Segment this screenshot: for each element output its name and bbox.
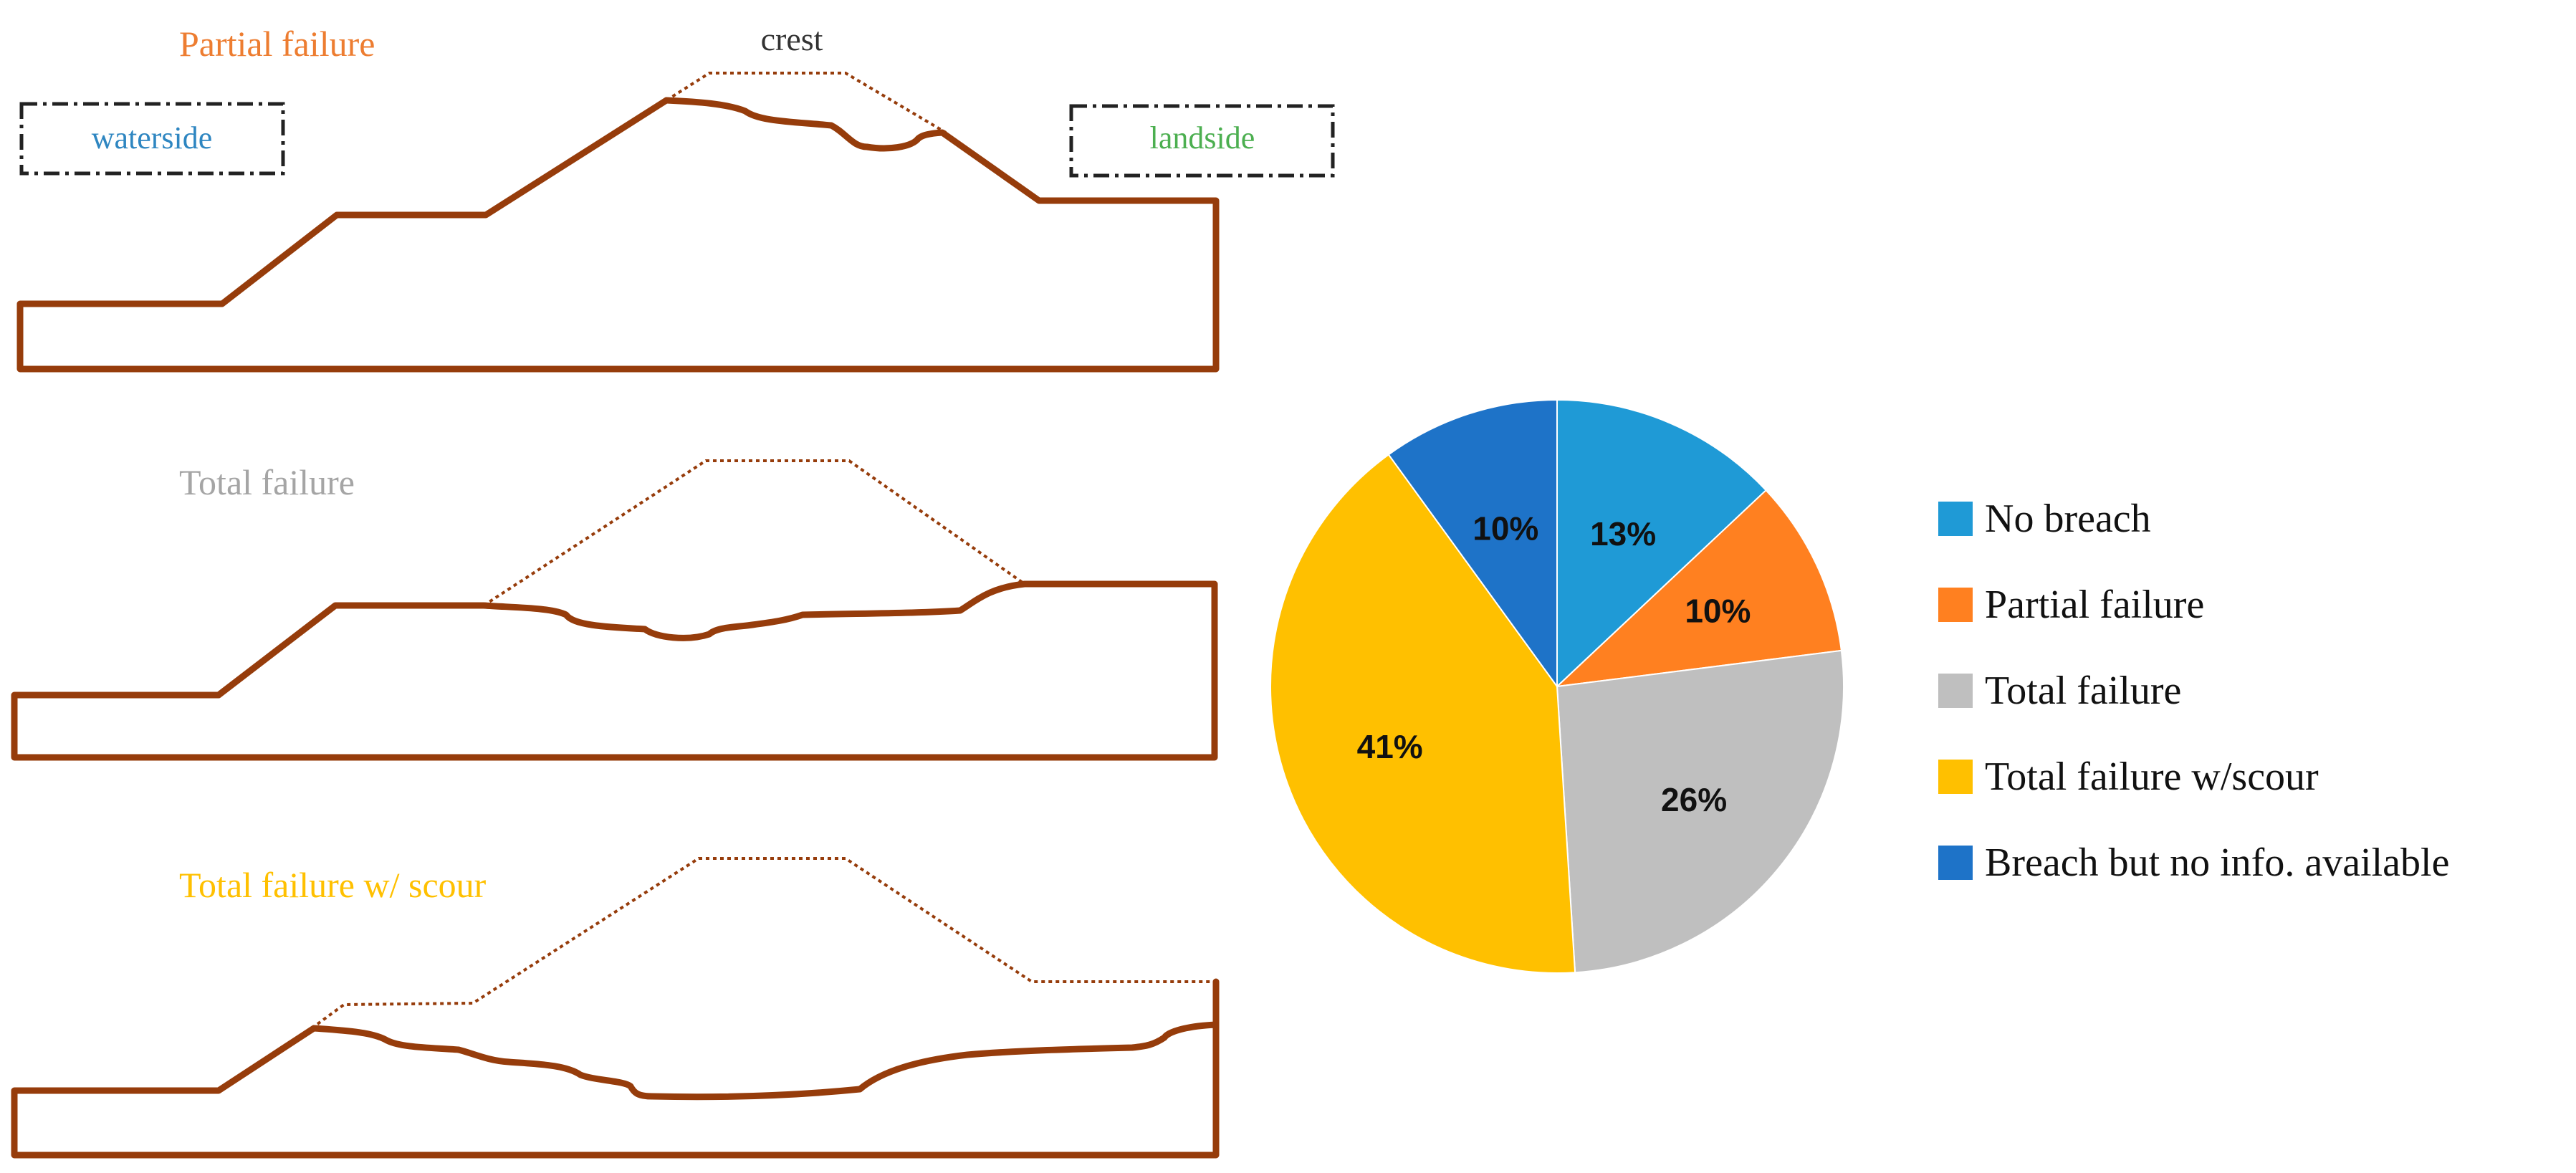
legend-label-2: Total failure — [1985, 669, 2181, 713]
pie-chart: 13% 10% 26% 41% 10% — [1270, 398, 1845, 974]
pie-slice-3 — [1270, 453, 1576, 974]
total-failure-diagram: Total failure — [11, 459, 1218, 761]
embankment-profile — [11, 580, 1218, 761]
scour-failure-title: Total failure w/ scour — [179, 865, 487, 905]
scour-failure-diagram: Total failure w/ scour — [11, 857, 1220, 1159]
landside-box — [1069, 104, 1335, 178]
pie-slice-4 — [1387, 398, 1558, 689]
pie-slice-1 — [1555, 489, 1842, 688]
pie-data-label-4: 10% — [1473, 509, 1538, 547]
original-crest-outline — [310, 857, 1218, 1030]
pie-data-label-1: 10% — [1685, 592, 1751, 629]
legend-swatch-4 — [1938, 846, 1973, 880]
pie-legend: No breach Partial failure Total failure Tot… — [1938, 497, 2449, 885]
legend-swatch-0 — [1938, 502, 1973, 536]
legend-swatch-2 — [1938, 674, 1973, 708]
pie-slice-2 — [1556, 649, 1845, 974]
legend-label-4: Breach but no info. available — [1985, 841, 2449, 885]
pie-data-label-2: 26% — [1661, 781, 1727, 818]
waterside-box — [19, 102, 285, 176]
legend-label-1: Partial failure — [1985, 583, 2204, 627]
crest-label: crest — [761, 21, 823, 57]
legend-swatch-1 — [1938, 588, 1973, 622]
embankment-profile — [16, 97, 1220, 373]
pie-slice-0 — [1556, 398, 1768, 689]
waterside-label: waterside — [92, 120, 213, 155]
original-crest-outline — [665, 72, 947, 134]
pie-data-label-0: 13% — [1590, 515, 1656, 552]
partial-failure-diagram: Partial failure crest waterside landside — [16, 21, 1335, 373]
embankment-profile — [11, 978, 1220, 1159]
legend-swatch-3 — [1938, 760, 1973, 794]
pie-data-label-3: 41% — [1357, 728, 1423, 765]
legend-label-0: No breach — [1985, 497, 2151, 541]
original-crest-outline — [482, 459, 1026, 607]
total-failure-title: Total failure — [179, 462, 355, 502]
legend-label-3: Total failure w/scour — [1985, 755, 2319, 799]
partial-failure-title: Partial failure — [179, 24, 375, 64]
landside-label: landside — [1150, 120, 1255, 155]
